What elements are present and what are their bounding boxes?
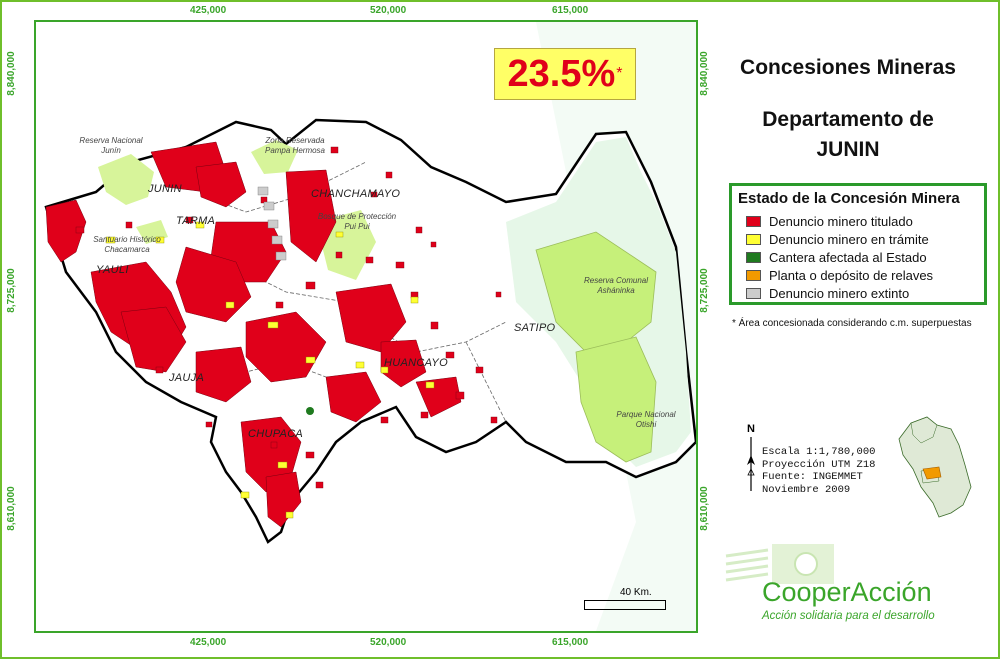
logo-name: CooperAcción [762,577,932,607]
footnote: * Área concesionada considerando c.m. su… [732,318,972,329]
coord-bottom-3: 615,000 [552,637,589,648]
map-title-line3: JUNIN [816,138,880,161]
coord-left-3: 8,610,000 [5,486,17,531]
coord-right-1: 8,840,000 [698,51,710,96]
coord-right-3: 8,610,000 [698,486,710,531]
label-pampa-hermosa: Zona Reservada Pampa Hermosa [264,136,326,155]
scale-bar-label: 40 Km. [620,587,652,598]
percentage-box: 23.5% * [494,48,636,100]
legend-label: Planta o depósito de relaves [769,267,934,283]
scale-bar [584,600,666,610]
logo-tagline: Acción solidaria para el desarrollo [762,610,935,622]
coord-left-2: 8,725,000 [5,268,17,313]
pampa-reserve [251,140,298,174]
source-text: Fuente: INGEMMET [762,471,863,483]
label-satipo: SATIPO [514,322,556,334]
legend-swatch-extinto [746,287,761,299]
map-canvas [44,22,696,631]
coord-top-3: 615,000 [552,5,589,16]
percentage-value: 23.5% [507,52,616,95]
junin-reserve [98,154,154,205]
label-huancayo: HUANCAYO [384,357,448,369]
legend-label: Cantera afectada al Estado [769,249,927,265]
label-yauli: YAULI [96,264,129,276]
quarry-marker [306,407,314,415]
coord-top-1: 425,000 [190,5,227,16]
legend-item-extinto: Denuncio minero extinto [746,285,909,301]
label-chupaca: CHUPACA [248,428,304,440]
otishi-park [575,336,657,463]
legend-swatch-planta [746,269,761,281]
concessions-tramite [105,221,435,519]
legend-label: Denuncio minero titulado [769,213,913,229]
legend: Estado de la Concesión Minera Denuncio m… [729,183,987,305]
coord-left-1: 8,840,000 [5,51,17,96]
scale-text: Escala 1:1,780,000 [762,446,876,458]
coord-top-2: 520,000 [370,5,407,16]
north-arrow-icon [747,437,755,491]
legend-title: Estado de la Concesión Minera [738,190,960,207]
coord-bottom-2: 520,000 [370,637,407,648]
label-junin: JUNIN [148,183,182,195]
cooperaccion-logo-graphic [725,544,834,584]
legend-item-titulado: Denuncio minero titulado [746,213,913,229]
label-jauja: JAUJA [169,372,205,384]
date-text: Noviembre 2009 [762,483,851,496]
label-chanchamayo: CHANCHAMAYO [311,188,401,200]
label-pui-pui: Bosque de Protección Pui Pui [317,212,397,231]
projection-text: Proyección UTM Z18 [762,458,876,471]
label-otishi: Parque Nacional Otishi [616,410,676,429]
label-tarma: TARMA [176,215,216,227]
north-label: N [747,423,755,435]
map-title-line1: Concesiones Mineras [740,56,956,79]
legend-item-tramite: Denuncio minero en trámite [746,231,929,247]
coord-right-2: 8,725,000 [698,268,710,313]
map-panel: JUNIN TARMA CHANCHAMAYO YAULI JAUJA CHUP… [34,20,698,633]
label-chacamarca: Santuario Histórico Chacamarca [93,235,161,254]
peru-locator-map [898,416,972,518]
label-reserva-junin: Reserva Nacional Junín [79,136,143,155]
map-info: Escala 1:1,780,000 Proyección UTM Z18 Fu… [762,446,875,496]
legend-swatch-cantera [746,251,761,263]
label-ashaninka: Reserva Comunal Asháninka [583,276,649,295]
concessions-scatter [75,146,502,489]
legend-swatch-titulado [746,215,761,227]
legend-item-cantera: Cantera afectada al Estado [746,249,927,265]
legend-label: Denuncio minero extinto [769,285,910,301]
coord-bottom-1: 425,000 [190,637,227,648]
percentage-asterisk: * [616,65,623,82]
ashaninka-reserve [535,231,657,353]
legend-swatch-tramite [746,233,761,245]
legend-label: Denuncio minero en trámite [769,231,929,247]
legend-item-planta: Planta o depósito de relaves [746,267,933,283]
map-title-line2: Departamento de [762,108,934,131]
concessions-extinto [257,186,287,261]
concessions-titulado [45,141,462,528]
